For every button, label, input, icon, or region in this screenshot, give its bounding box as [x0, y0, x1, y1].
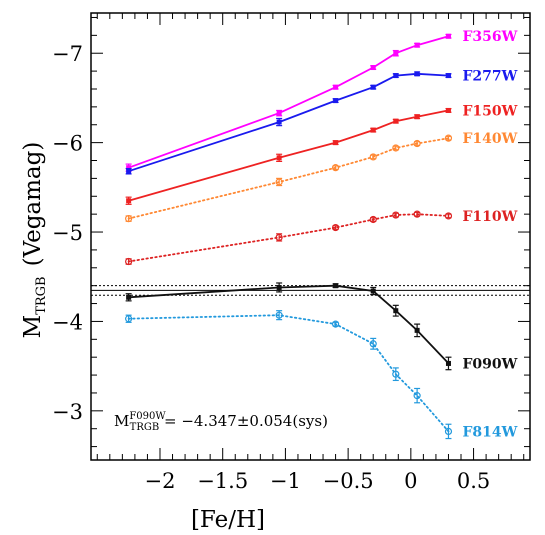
- data-point: [331, 320, 340, 328]
- y-tick-label: −7: [52, 42, 83, 66]
- data-point: [414, 114, 420, 120]
- annotation-rest: = −4.347±0.054(sys): [159, 412, 328, 430]
- series-line-f090w: [128, 284, 450, 365]
- series-label-f140w: F140W: [462, 131, 517, 147]
- series-f150w: F150W: [125, 103, 518, 205]
- data-point: [414, 71, 420, 77]
- data-point: [370, 288, 376, 294]
- data-point: [370, 127, 376, 133]
- series-line-f110w: [127, 213, 450, 263]
- data-point: [333, 84, 339, 90]
- y-axis-title-main: M: [20, 315, 46, 339]
- data-point: [275, 233, 283, 241]
- series-line-f277w: [128, 72, 449, 173]
- data-point: [126, 165, 132, 171]
- data-point: [369, 215, 377, 224]
- series-label-f814w: F814W: [462, 424, 517, 440]
- data-point: [275, 311, 283, 319]
- x-tick-label: 0.5: [457, 469, 490, 493]
- data-point: [445, 360, 451, 366]
- data-point: [392, 211, 400, 219]
- data-point: [445, 73, 451, 79]
- data-point: [370, 84, 376, 90]
- data-point: [125, 315, 133, 323]
- data-point: [276, 110, 282, 116]
- y-tick-label: −6: [52, 132, 83, 156]
- data-point: [333, 98, 339, 104]
- data-point: [275, 178, 283, 186]
- x-tick-label: −1: [270, 469, 301, 493]
- annotation-sub: TRGB: [130, 422, 160, 433]
- data-point: [125, 215, 133, 223]
- data-point: [333, 283, 339, 289]
- x-tick-label: −1.5: [197, 469, 248, 493]
- axis-tick-labels: −2 −1.5 −1 −0.5 0 0.5 −7 −6 −5 −4 −3: [52, 42, 490, 493]
- data-point: [331, 164, 340, 172]
- data-point: [445, 107, 451, 113]
- annotation-sup: F090W: [129, 411, 166, 422]
- data-point: [414, 327, 420, 333]
- annotation-main: M: [114, 412, 129, 430]
- data-point: [333, 140, 339, 146]
- series-label-f090w: F090W: [462, 356, 517, 372]
- series-f090w: F090W: [125, 282, 518, 372]
- data-point: [276, 155, 282, 161]
- data-point: [393, 118, 399, 124]
- data-point: [276, 119, 282, 125]
- data-point: [413, 392, 421, 400]
- data-point: [393, 73, 399, 79]
- data-point: [369, 153, 377, 161]
- data-point: [392, 144, 400, 152]
- data-point: [331, 223, 340, 232]
- data-point: [444, 212, 453, 220]
- data-point: [126, 294, 132, 300]
- series-f110w: F110W: [125, 209, 518, 266]
- x-axis-title: [Fe/H]: [191, 507, 265, 533]
- data-point: [445, 33, 451, 39]
- data-point: [414, 42, 420, 48]
- series-label-f150w: F150W: [462, 103, 517, 119]
- trgb-annotation: MF090W TRGB = −4.347±0.054(sys): [114, 411, 328, 433]
- series-layer: F356W F277W F150W F140W F110W F090W F814W: [125, 29, 518, 440]
- series-f356w: F356W: [125, 29, 518, 172]
- x-tick-label: 0: [404, 469, 417, 493]
- data-point: [125, 257, 133, 266]
- x-tick-label: −2: [145, 469, 176, 493]
- data-point: [393, 50, 399, 56]
- series-label-f277w: F277W: [462, 69, 517, 85]
- data-point: [413, 210, 421, 218]
- y-tick-label: −5: [52, 221, 83, 245]
- series-f277w: F277W: [125, 69, 518, 175]
- series-label-f110w: F110W: [462, 209, 517, 225]
- x-tick-label: −0.5: [323, 469, 374, 493]
- data-point: [393, 308, 399, 314]
- axis-ticks: [91, 13, 530, 460]
- data-point: [444, 134, 453, 142]
- data-point: [276, 284, 282, 290]
- data-point: [370, 65, 376, 71]
- series-label-f356w: F356W: [462, 29, 517, 45]
- data-point: [126, 198, 132, 204]
- data-point: [369, 340, 377, 348]
- y-tick-label: −4: [52, 310, 83, 334]
- y-axis-title-sub: TRGB: [34, 276, 49, 314]
- data-point: [413, 139, 421, 148]
- y-axis-title-unit: (Vegamag): [20, 142, 46, 267]
- data-point: [392, 370, 400, 378]
- series-f814w: F814W: [125, 310, 518, 440]
- data-point: [126, 168, 132, 174]
- data-point: [444, 427, 453, 435]
- series-f140w: F140W: [125, 131, 518, 223]
- series-line-f356w: [128, 35, 449, 169]
- y-axis-title: MTRGB (Vegamag): [20, 142, 49, 339]
- y-tick-label: −3: [52, 400, 83, 424]
